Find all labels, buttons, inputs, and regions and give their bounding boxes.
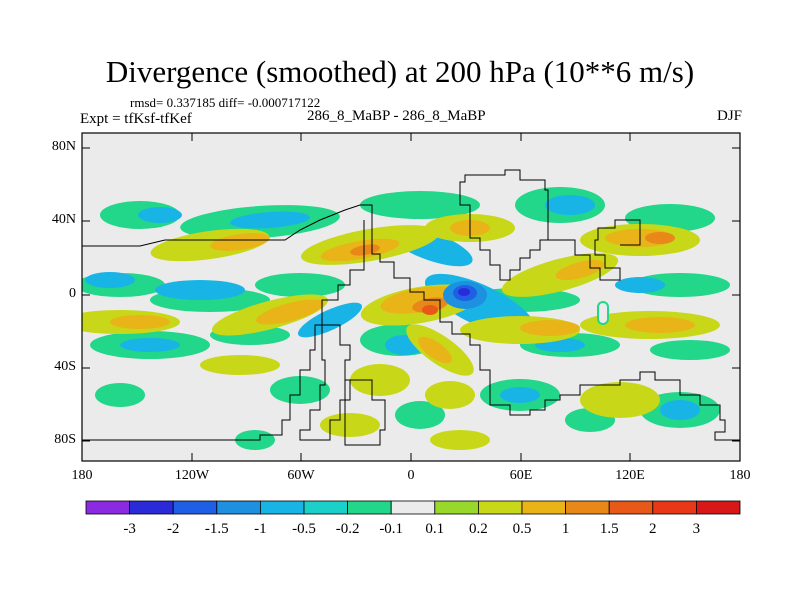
outline-americas [82, 204, 373, 441]
case-label: 286_8_MaBP - 286_8_MaBP [307, 108, 486, 124]
colorbar-label: -0.1 [379, 521, 404, 537]
contour-fill-darkblue [443, 281, 487, 309]
colorbar-label: -0.5 [292, 521, 316, 537]
colorbar-label: 0.2 [469, 521, 488, 537]
colorbar-label: -1.5 [204, 521, 229, 537]
x-tick-label: 60W [287, 468, 315, 483]
colorbar-swatch [477, 500, 523, 515]
x-tick-label: 180 [729, 468, 751, 483]
colorbar-label: 2 [649, 521, 657, 537]
colorbar-swatch [259, 500, 305, 515]
divergence-field [82, 169, 740, 450]
colorbar-label: 1.5 [599, 521, 619, 537]
colorbar-swatch [696, 500, 741, 515]
colorbar [85, 500, 741, 515]
outline-antarctic [344, 379, 386, 446]
season-label: DJF [716, 108, 742, 124]
colorbar-swatch [565, 500, 610, 515]
colorbar-swatch [608, 500, 654, 515]
colorbar-label: 0.1 [425, 521, 445, 537]
colorbar-label: -1 [254, 521, 267, 537]
colorbar-swatch [216, 500, 261, 515]
outline-africa-europe [371, 230, 740, 441]
x-tick-label: 120W [174, 468, 210, 483]
island-patch [597, 301, 609, 325]
stats-label: rmsd= 0.337185 diff= -0.000717122 [130, 95, 321, 110]
colorbar-swatch [85, 500, 130, 515]
outline-asia-east [548, 219, 641, 281]
y-tick-label: 40N [51, 212, 76, 227]
experiment-label: Expt = tfKsf-tfKef [80, 111, 192, 127]
y-tick-label: 80N [51, 139, 76, 154]
x-tick-label: 60E [509, 468, 533, 483]
x-tick-label: 120E [615, 468, 645, 483]
colorbar-swatch [652, 500, 697, 515]
continent-outlines [82, 169, 740, 446]
x-axis-ticks [81, 133, 741, 461]
x-tick-label: 0 [407, 468, 415, 483]
y-tick-label: 80S [54, 432, 76, 447]
colorbar-swatch [521, 500, 566, 515]
y-axis-ticks [82, 147, 740, 442]
outline-south-america [299, 324, 351, 441]
colorbar-label: -3 [123, 521, 136, 537]
x-tick-label: 180 [71, 468, 93, 483]
colorbar-swatch [434, 500, 479, 515]
colorbar-swatch [303, 500, 348, 515]
plot-title: Divergence (smoothed) at 200 hPa (10**6 … [105, 54, 695, 89]
y-tick-label: 0 [69, 286, 76, 301]
colorbar-label: -0.2 [335, 521, 360, 537]
y-tick-label: 40S [54, 359, 76, 374]
colorbar-label: 1 [561, 521, 570, 537]
colorbar-label: 0.5 [512, 521, 532, 537]
colorbar-swatch [390, 500, 436, 515]
outline-eurasia [459, 169, 549, 281]
contour-fill-red [422, 305, 438, 315]
colorbar-label: 3 [692, 521, 701, 537]
colorbar-swatch [347, 500, 392, 515]
colorbar-swatch [172, 500, 218, 515]
colorbar-label: -2 [166, 521, 180, 537]
colorbar-swatch [129, 500, 174, 515]
